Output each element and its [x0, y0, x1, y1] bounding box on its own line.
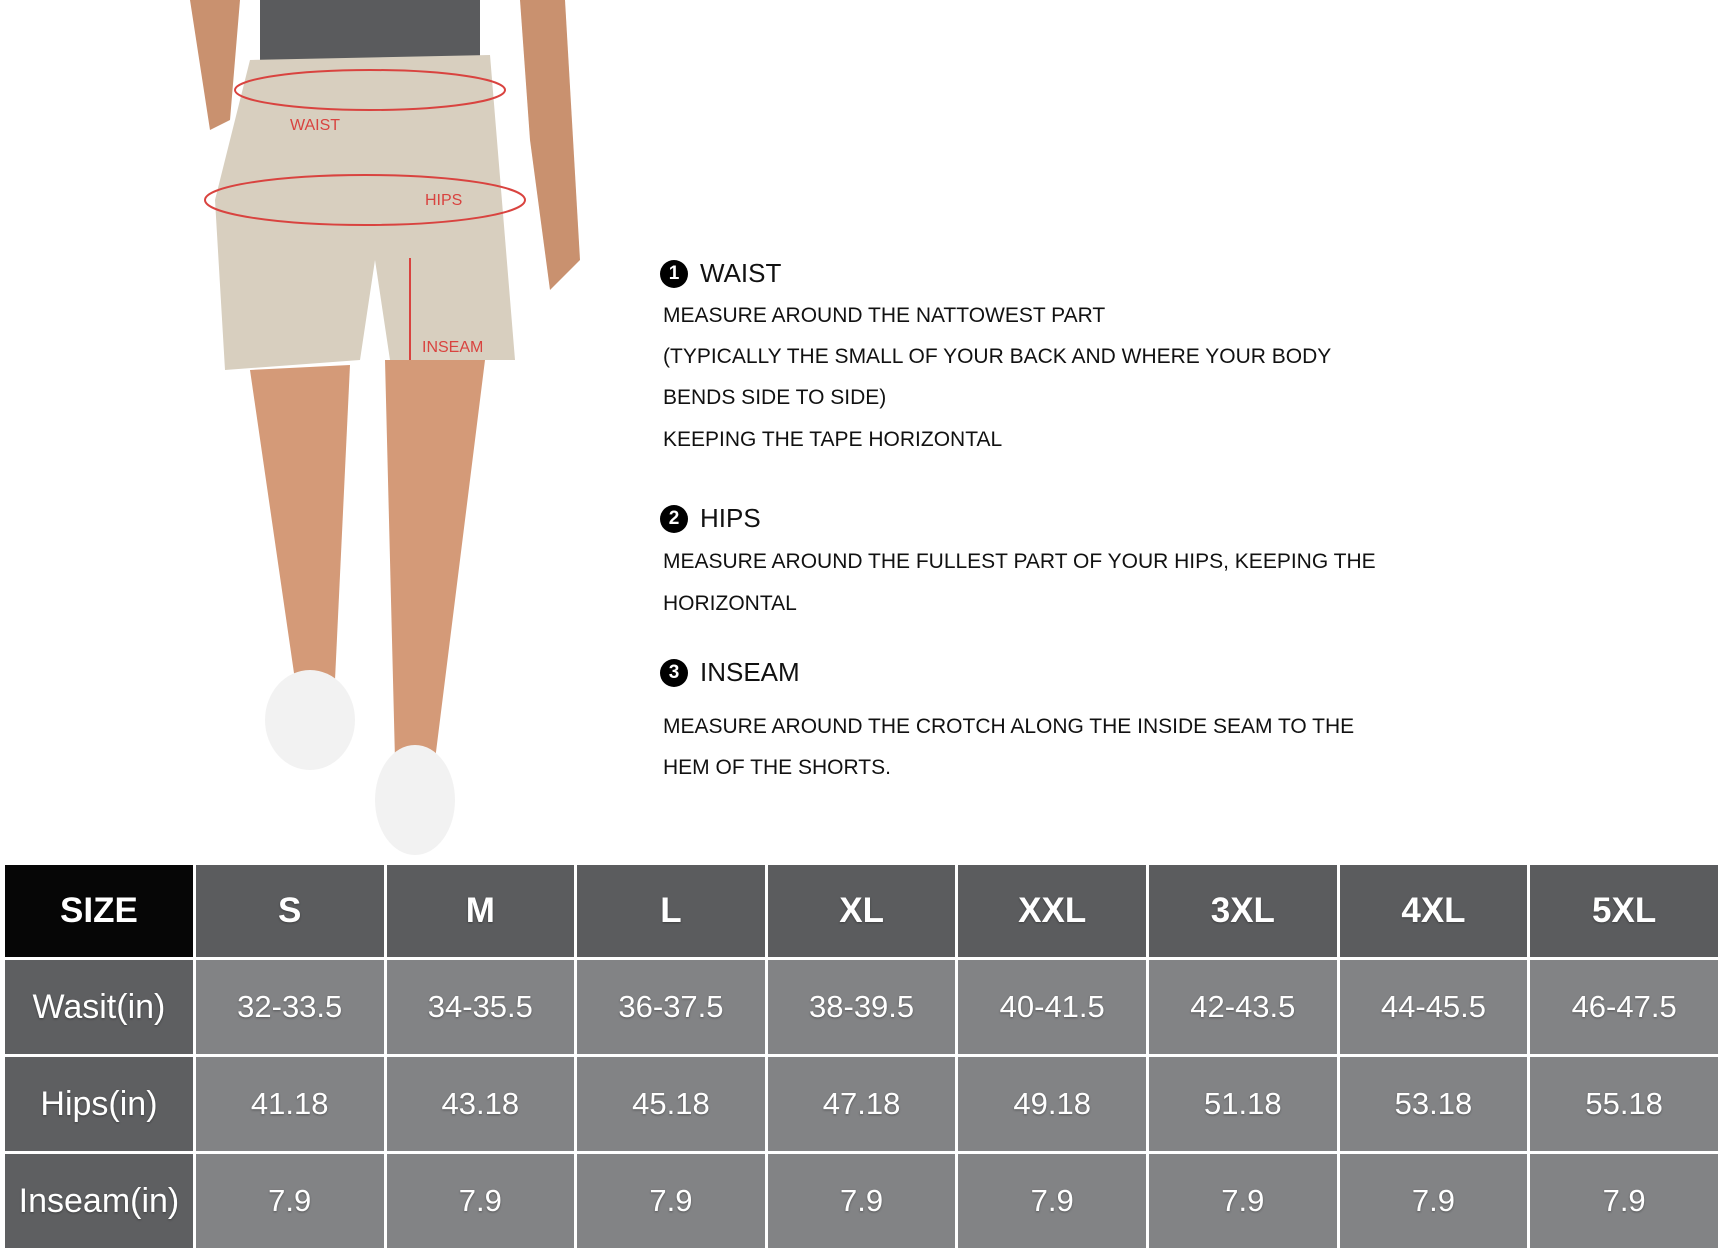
- row-label: Wasit(in): [2, 957, 196, 1057]
- guide-line: MEASURE AROUND THE CROTCH ALONG THE INSI…: [663, 715, 1355, 738]
- table-cell: 51.18: [1146, 1054, 1340, 1154]
- inseam-heading: 3 INSEAM: [660, 657, 800, 688]
- size-column-header: S: [192, 862, 387, 960]
- table-cell: 40-41.5: [955, 957, 1150, 1057]
- size-column-header: 4XL: [1336, 862, 1531, 960]
- row-label: Hips(in): [2, 1054, 196, 1154]
- header-row: SIZE S M L XL XXL 3XL 4XL 5XL: [2, 862, 1721, 960]
- table-cell: 49.18: [955, 1054, 1150, 1154]
- size-column-header: XXL: [955, 862, 1150, 960]
- number-1-icon: 1: [660, 259, 688, 288]
- table-cell: 46-47.5: [1527, 957, 1721, 1057]
- guide-line: (TYPICALLY THE SMALL OF YOUR BACK AND WH…: [663, 345, 1332, 368]
- inseam-label: INSEAM: [422, 339, 483, 356]
- table-cell: 36-37.5: [574, 957, 768, 1057]
- hips-label: HIPS: [425, 192, 462, 209]
- table-cell: 53.18: [1336, 1054, 1531, 1154]
- number-2-icon: 2: [660, 504, 688, 533]
- guide-line: KEEPING THE TAPE HORIZONTAL: [663, 428, 1003, 451]
- guide-line: BENDS SIDE TO SIDE): [663, 386, 887, 409]
- table-cell: 44-45.5: [1336, 957, 1531, 1057]
- table-cell: 7.9: [955, 1151, 1150, 1251]
- size-column-header: XL: [764, 862, 959, 960]
- size-column-header: 5XL: [1527, 862, 1721, 960]
- hips-heading: 2 HIPS: [660, 503, 761, 534]
- row-label: Inseam(in): [2, 1151, 196, 1251]
- size-column-header: M: [383, 862, 578, 960]
- heading-title: INSEAM: [700, 657, 800, 687]
- guide-line: MEASURE AROUND THE FULLEST PART OF YOUR …: [663, 550, 1376, 573]
- table-cell: 38-39.5: [764, 957, 959, 1057]
- table-cell: 7.9: [764, 1151, 959, 1251]
- table-row: Hips(in) 41.18 43.18 45.18 47.18 49.18 51.18 53…: [2, 1054, 1721, 1154]
- size-header: SIZE: [2, 862, 196, 960]
- size-column-header: L: [574, 862, 768, 960]
- table-cell: 7.9: [1527, 1151, 1721, 1251]
- waist-heading: 1 WAIST: [660, 258, 781, 289]
- table-cell: 7.9: [192, 1151, 387, 1251]
- table-cell: 32-33.5: [192, 957, 387, 1057]
- model-shorts-illustration: WAIST HIPS INSEAM: [190, 0, 580, 855]
- table-cell: 7.9: [1336, 1151, 1531, 1251]
- guide-line: HORIZONTAL: [663, 592, 797, 615]
- size-column-header: 3XL: [1146, 862, 1340, 960]
- heading-title: WAIST: [700, 258, 782, 288]
- table-cell: 7.9: [383, 1151, 578, 1251]
- size-chart-table: SIZE S M L XL XXL 3XL 4XL 5XL Wasit(in) 32-33.5 34-…: [2, 862, 1721, 1251]
- table-row: Inseam(in) 7.9 7.9 7.9 7.9 7.9 7.9 7.9 7.9: [2, 1151, 1721, 1251]
- table-cell: 43.18: [383, 1054, 578, 1154]
- table-cell: 7.9: [574, 1151, 768, 1251]
- table-cell: 42-43.5: [1146, 957, 1340, 1057]
- waist-label: WAIST: [290, 117, 340, 134]
- table-cell: 34-35.5: [383, 957, 578, 1057]
- guide-line: MEASURE AROUND THE NATTOWEST PART: [663, 304, 1106, 327]
- table-cell: 47.18: [764, 1054, 959, 1154]
- table-cell: 55.18: [1527, 1054, 1721, 1154]
- table-cell: 45.18: [574, 1054, 768, 1154]
- table-row: Wasit(in) 32-33.5 34-35.5 36-37.5 38-39.5 40-…: [2, 957, 1721, 1057]
- table-cell: 41.18: [192, 1054, 387, 1154]
- number-3-icon: 3: [660, 658, 688, 687]
- table-cell: 7.9: [1146, 1151, 1340, 1251]
- heading-title: HIPS: [700, 503, 761, 533]
- guide-line: HEM OF THE SHORTS.: [663, 756, 891, 779]
